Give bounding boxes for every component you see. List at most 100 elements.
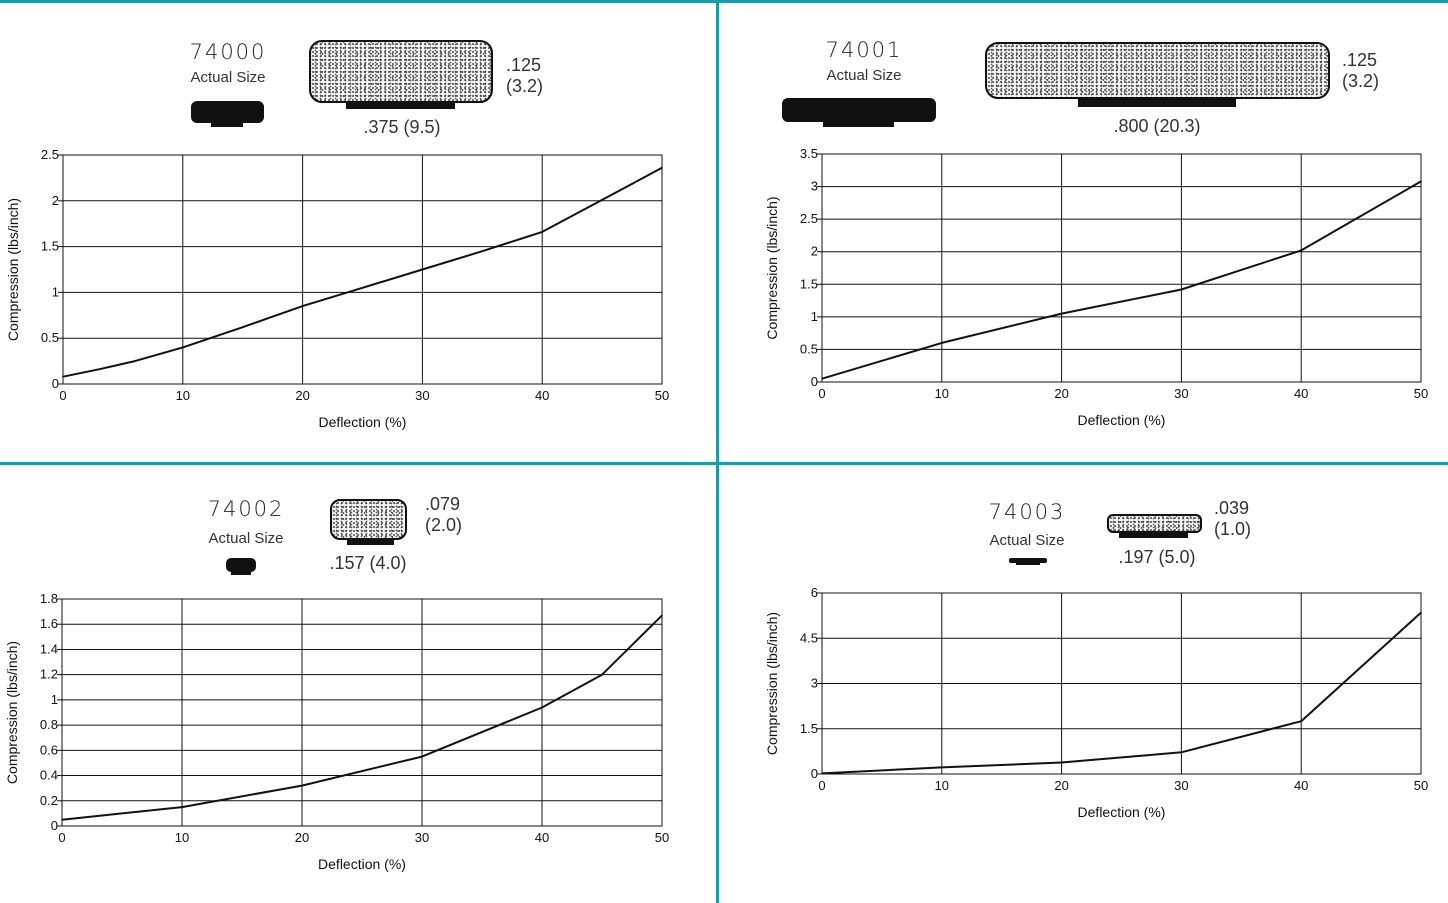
y-tick-label: 0.5 — [800, 341, 818, 356]
x-tick-label: 20 — [295, 830, 309, 845]
data-point — [661, 614, 663, 617]
horizontal-divider — [0, 462, 1448, 465]
actual-size-strip — [231, 570, 251, 575]
data-point — [1180, 288, 1183, 291]
data-point — [421, 268, 424, 271]
y-tick-label: 0.2 — [40, 793, 58, 808]
adhesive-strip — [346, 101, 455, 109]
y-tick-label: 4.5 — [800, 630, 818, 645]
y-tick-label: 1.4 — [40, 641, 58, 656]
panel-74000: 74000 Actual Size .125 (3.2) .375 (9.5) … — [0, 0, 716, 462]
data-point — [181, 806, 183, 808]
x-axis-label: Deflection (%) — [319, 414, 407, 430]
data-point — [61, 818, 63, 821]
actual-size-label: Actual Size — [989, 532, 1065, 549]
data-point — [1420, 611, 1422, 614]
data-point — [1060, 312, 1063, 315]
data-point — [601, 673, 603, 676]
y-tick-label: 2.5 — [41, 147, 59, 162]
x-tick-label: 40 — [535, 830, 549, 845]
x-tick-label: 20 — [1054, 386, 1068, 401]
data-point — [98, 368, 100, 371]
compression-chart: 0 10 20 30 40 50 0 0.5 1 1.5 2 2.5 3 3.5 Deflection (%… — [764, 146, 1428, 428]
thickness-inches: .039 — [1214, 498, 1250, 518]
compression-line — [821, 180, 1422, 380]
x-axis-label: Deflection (%) — [1078, 804, 1166, 820]
thickness-dimension: .125 (3.2) — [1342, 50, 1379, 92]
y-tick-label: 1 — [52, 284, 59, 299]
panel-74001: 74001 Actual Size .125 (3.2) .800 (20.3)… — [719, 0, 1448, 462]
thickness-inches: .079 — [425, 494, 461, 514]
x-tick-label: 30 — [1174, 778, 1188, 793]
data-point — [661, 167, 663, 169]
thickness-mm: (3.2) — [506, 76, 544, 96]
x-tick-label: 30 — [415, 830, 429, 845]
top-divider — [0, 0, 1448, 3]
y-tick-label: 3.5 — [800, 146, 818, 161]
x-tick-label: 30 — [1174, 386, 1188, 401]
compression-chart: 0 10 20 30 40 50 0 1.5 3 4.5 6 Deflection (%) Compre… — [764, 585, 1428, 820]
compression-line — [62, 166, 663, 378]
x-tick-label: 10 — [175, 830, 189, 845]
y-tick-label: 6 — [811, 585, 818, 600]
data-point — [821, 772, 823, 775]
y-axis-label: Compression (lbs/inch) — [764, 196, 780, 339]
y-tick-label: 1.6 — [40, 616, 58, 631]
data-point — [941, 342, 943, 344]
data-point — [182, 346, 184, 349]
y-tick-label: 0 — [51, 818, 58, 833]
vertical-divider — [716, 0, 719, 903]
x-tick-label: 30 — [415, 388, 429, 403]
x-tick-label: 50 — [1414, 386, 1428, 401]
y-tick-label: 3 — [811, 179, 818, 194]
compression-chart: 0 10 20 30 40 50 0 0.5 1 1.5 2 2.5 Deflection (%) Com… — [5, 147, 669, 430]
y-axis-label: Compression (lbs/inch) — [4, 641, 20, 784]
data-point — [821, 377, 823, 380]
y-tick-label: 2 — [811, 244, 818, 259]
width-dimension: .800 (20.3) — [1113, 116, 1201, 136]
width-dimension: .197 (5.0) — [1118, 547, 1196, 567]
x-tick-label: 20 — [295, 388, 309, 403]
actual-size-strip — [823, 120, 894, 127]
data-point — [62, 375, 64, 378]
adhesive-strip — [347, 538, 394, 545]
data-point — [481, 250, 484, 252]
thickness-mm: (1.0) — [1214, 519, 1252, 539]
y-tick-label: 0.5 — [41, 330, 59, 345]
x-tick-label: 10 — [176, 388, 190, 403]
data-point — [1300, 720, 1302, 723]
thickness-mm: (2.0) — [425, 515, 463, 535]
data-point — [421, 755, 423, 758]
y-tick-label: 1.5 — [41, 239, 59, 254]
data-point — [241, 326, 244, 329]
y-tick-label: 1 — [811, 309, 818, 324]
part-number: 74003 — [988, 500, 1066, 524]
compression-line — [821, 611, 1422, 775]
data-point — [301, 784, 303, 787]
actual-size-strip — [211, 120, 243, 127]
y-tick-label: 2 — [52, 193, 59, 208]
thickness-dimension: .125 (3.2) — [506, 55, 543, 97]
part-number: 74000 — [189, 40, 267, 64]
x-tick-label: 20 — [1054, 778, 1068, 793]
gasket-profile — [985, 42, 1330, 99]
part-number: 74002 — [207, 497, 285, 521]
adhesive-strip — [1078, 97, 1236, 107]
y-axis-label: Compression (lbs/inch) — [764, 612, 780, 755]
y-tick-label: 0 — [52, 376, 59, 391]
thickness-dimension: .079 (2.0) — [425, 494, 462, 536]
adhesive-strip — [1119, 532, 1188, 538]
actual-size-silhouette — [191, 101, 264, 123]
data-point — [541, 706, 543, 709]
data-point — [361, 287, 364, 289]
y-tick-label: 1.5 — [800, 276, 818, 291]
part-number: 74001 — [825, 38, 903, 62]
x-tick-label: 40 — [1294, 778, 1308, 793]
actual-size-strip — [1016, 562, 1040, 565]
y-tick-label: 0.8 — [40, 717, 58, 732]
y-tick-label: 1.2 — [40, 667, 58, 682]
x-tick-label: 10 — [935, 386, 949, 401]
x-tick-label: 40 — [1294, 386, 1308, 401]
actual-size-silhouette — [782, 98, 936, 122]
plot-frame — [61, 598, 663, 827]
